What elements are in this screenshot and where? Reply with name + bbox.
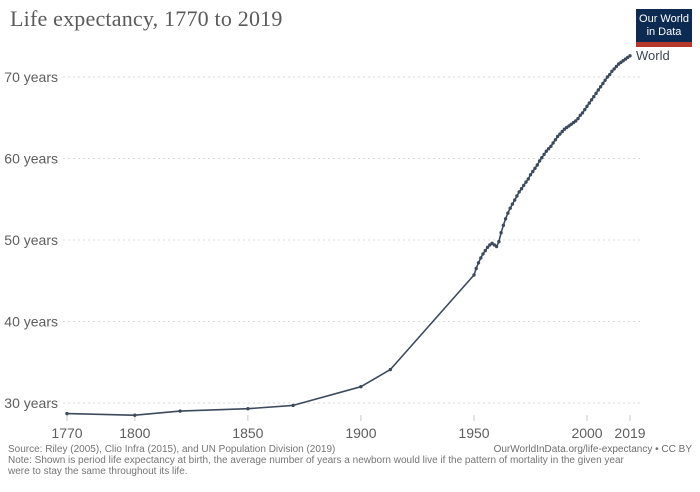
source-text: Source: Riley (2005), Clio Infra (2015),… <box>8 444 336 455</box>
data-point-marker <box>578 113 582 118</box>
data-point-marker <box>481 252 485 256</box>
data-point-marker <box>178 409 182 413</box>
data-point-marker <box>605 75 610 79</box>
x-axis-tick-label: 1950 <box>458 425 489 441</box>
y-axis-tick-label: 40 years <box>4 314 58 330</box>
data-point-marker <box>535 163 539 167</box>
data-point-marker <box>508 206 512 210</box>
data-point-marker <box>551 141 555 145</box>
data-point-marker <box>544 149 548 153</box>
line-chart-plot-area[interactable]: 30 years 40 years 50 years 60 years 70 years… <box>0 0 700 442</box>
x-axis-tick-label: 1850 <box>232 425 263 441</box>
data-point-marker <box>533 166 537 170</box>
data-point-marker <box>246 407 250 411</box>
data-point-marker <box>610 69 614 74</box>
citation-link[interactable]: OurWorldInData.org/life-expectancy • CC … <box>493 444 692 455</box>
x-axis-tick-label: 1770 <box>51 425 82 441</box>
series-label-world: World <box>636 48 670 63</box>
data-point-marker <box>592 94 596 99</box>
data-point-marker <box>517 190 521 194</box>
y-axis-tick-label: 70 years <box>4 69 58 85</box>
data-point-marker <box>526 177 530 181</box>
data-point-marker <box>474 266 478 271</box>
data-point-marker <box>494 244 499 249</box>
data-point-marker <box>506 211 510 215</box>
data-point-marker <box>499 231 503 235</box>
data-point-marker <box>589 98 594 102</box>
data-point-marker <box>576 116 580 121</box>
data-point-marker <box>614 64 619 69</box>
data-point-marker <box>388 367 392 372</box>
note-line-2: were to stay the same throughout its lif… <box>8 466 188 477</box>
data-point-marker <box>519 187 524 191</box>
data-point-marker <box>580 111 585 115</box>
data-point-marker <box>528 173 533 177</box>
data-point-marker <box>483 248 487 253</box>
owid-logo-line1: Our World <box>639 13 689 25</box>
data-point-marker <box>472 273 476 277</box>
data-point-marker <box>485 245 490 249</box>
data-point-marker <box>133 413 137 417</box>
page-title: Life expectancy, 1770 to 2019 <box>10 6 283 31</box>
chart-footer: Source: Riley (2005), Clio Infra (2015),… <box>8 444 692 477</box>
owid-logo-text: Our World in Data <box>636 9 692 42</box>
data-point-marker <box>513 198 517 202</box>
x-axis-tick-label: 2000 <box>571 425 602 441</box>
data-point-marker <box>585 104 589 109</box>
data-point-marker <box>291 403 295 408</box>
data-point-marker <box>601 81 605 86</box>
data-point-marker <box>594 91 598 96</box>
data-point-marker <box>542 152 546 157</box>
data-point-marker <box>501 223 506 227</box>
data-point-marker <box>497 239 501 244</box>
y-axis-tick-label: 50 years <box>4 232 58 248</box>
data-point-marker <box>598 85 603 89</box>
data-point-marker <box>549 144 553 148</box>
y-axis-tick-label: 30 years <box>4 395 58 411</box>
y-axis-tick-label: 60 years <box>4 151 58 167</box>
note-text: Note: Shown is period life expectancy at… <box>8 455 692 477</box>
data-point-marker <box>515 194 519 198</box>
data-point-marker <box>503 217 508 221</box>
owid-logo-red-bar <box>636 42 692 47</box>
note-line-1: Note: Shown is period life expectancy at… <box>8 455 624 466</box>
data-point-marker <box>555 134 560 139</box>
data-point-marker <box>510 202 515 206</box>
owid-logo-line2: in Data <box>646 26 682 38</box>
data-point-marker <box>596 88 600 92</box>
data-point-marker <box>65 411 69 416</box>
world-line[interactable] <box>66 55 631 416</box>
data-point-marker <box>612 67 616 71</box>
data-point-marker <box>546 147 551 151</box>
data-point-marker <box>574 119 578 123</box>
x-axis-tick-label: 2019 <box>614 425 645 441</box>
data-point-marker <box>479 256 483 260</box>
data-point-marker <box>540 156 544 160</box>
x-axis-tick-label: 1900 <box>345 425 376 441</box>
data-point-marker <box>587 101 591 105</box>
data-point-marker <box>603 78 607 83</box>
data-point-marker <box>560 129 564 134</box>
data-point-marker <box>628 54 632 58</box>
data-point-marker <box>558 132 562 136</box>
data-point-marker <box>522 183 526 188</box>
data-point-marker <box>583 107 587 112</box>
data-point-marker <box>531 169 535 174</box>
data-point-marker <box>608 72 612 77</box>
data-point-marker <box>359 385 363 389</box>
owid-logo[interactable]: Our World in Data <box>636 9 692 47</box>
data-point-marker <box>476 261 481 265</box>
data-point-marker <box>524 180 528 184</box>
data-point-marker <box>537 159 542 163</box>
data-point-marker <box>553 138 558 142</box>
x-axis-tick-label: 1800 <box>119 425 150 441</box>
